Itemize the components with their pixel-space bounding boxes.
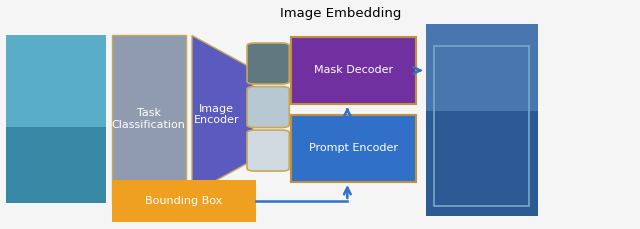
FancyBboxPatch shape bbox=[291, 114, 416, 182]
Text: Bounding Box: Bounding Box bbox=[145, 196, 223, 206]
FancyBboxPatch shape bbox=[112, 35, 186, 203]
Bar bbox=[426, 111, 538, 216]
Text: Task
Classification: Task Classification bbox=[112, 108, 186, 130]
FancyBboxPatch shape bbox=[247, 43, 289, 84]
Text: Mask Decoder: Mask Decoder bbox=[314, 65, 393, 75]
Bar bbox=[426, 24, 538, 111]
Bar bbox=[426, 24, 538, 216]
Bar bbox=[6, 35, 106, 203]
FancyBboxPatch shape bbox=[247, 87, 289, 128]
FancyBboxPatch shape bbox=[247, 130, 289, 171]
FancyBboxPatch shape bbox=[112, 180, 256, 222]
Text: Prompt Encoder: Prompt Encoder bbox=[309, 143, 398, 153]
Text: Image Embedding: Image Embedding bbox=[280, 7, 401, 20]
Polygon shape bbox=[192, 35, 253, 194]
Bar bbox=[6, 127, 106, 203]
Text: Image
Encoder: Image Encoder bbox=[193, 104, 239, 125]
Bar bbox=[434, 46, 529, 206]
Bar bbox=[6, 35, 106, 127]
FancyBboxPatch shape bbox=[291, 37, 416, 104]
